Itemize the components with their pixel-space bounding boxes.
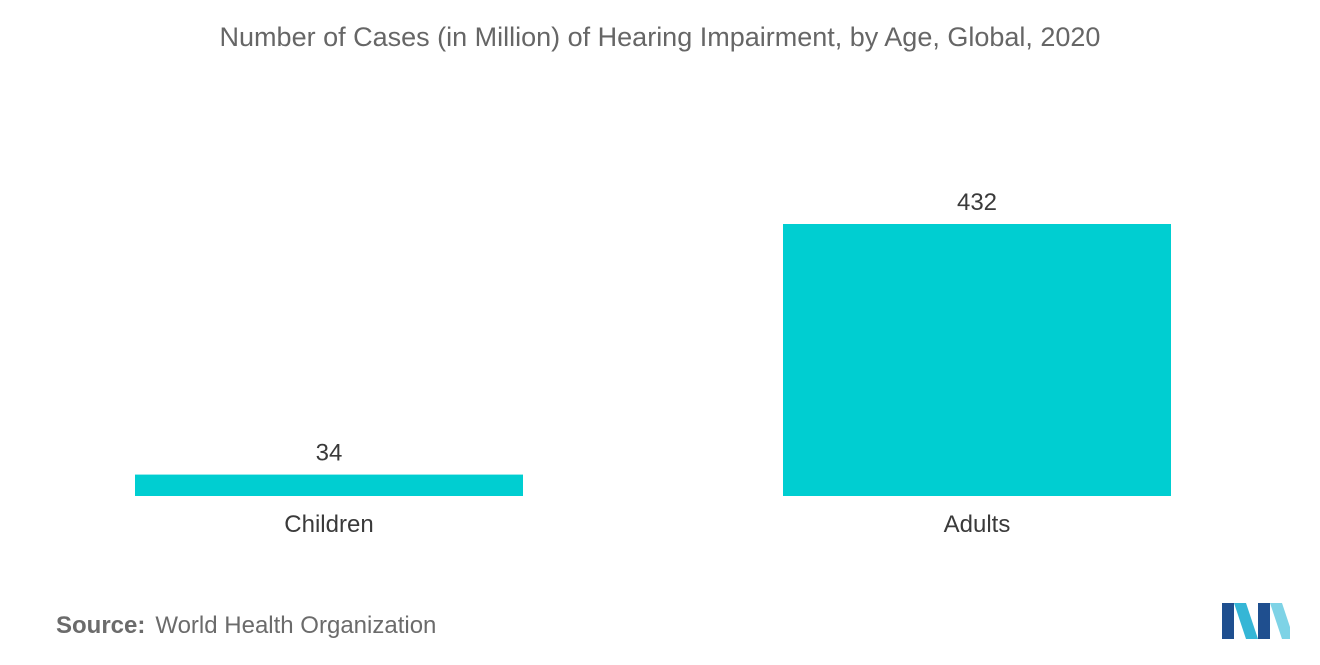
logo-shape-mid [1258,603,1270,639]
logo-shape-diag-2 [1270,603,1290,639]
logo-shape-left [1222,603,1234,639]
category-label-adults: Adults [944,511,1011,538]
source-note: Source: World Health Organization [56,612,436,640]
data-label-adults: 432 [957,189,997,216]
bar-children [135,474,523,496]
category-label-children: Children [284,511,373,538]
logo-shape-diag-1 [1234,603,1258,639]
source-label: Source: [56,612,146,639]
bars-layer: 34 Children 432 Adults [135,189,1171,538]
bar-chart: 34 Children 432 Adults [135,189,1171,538]
data-label-children: 34 [316,440,343,467]
mordor-intelligence-logo-icon [1222,603,1290,639]
bar-adults [783,224,1171,496]
source-text: World Health Organization [155,612,437,639]
chart-title: Number of Cases (in Million) of Hearing … [219,22,1101,52]
